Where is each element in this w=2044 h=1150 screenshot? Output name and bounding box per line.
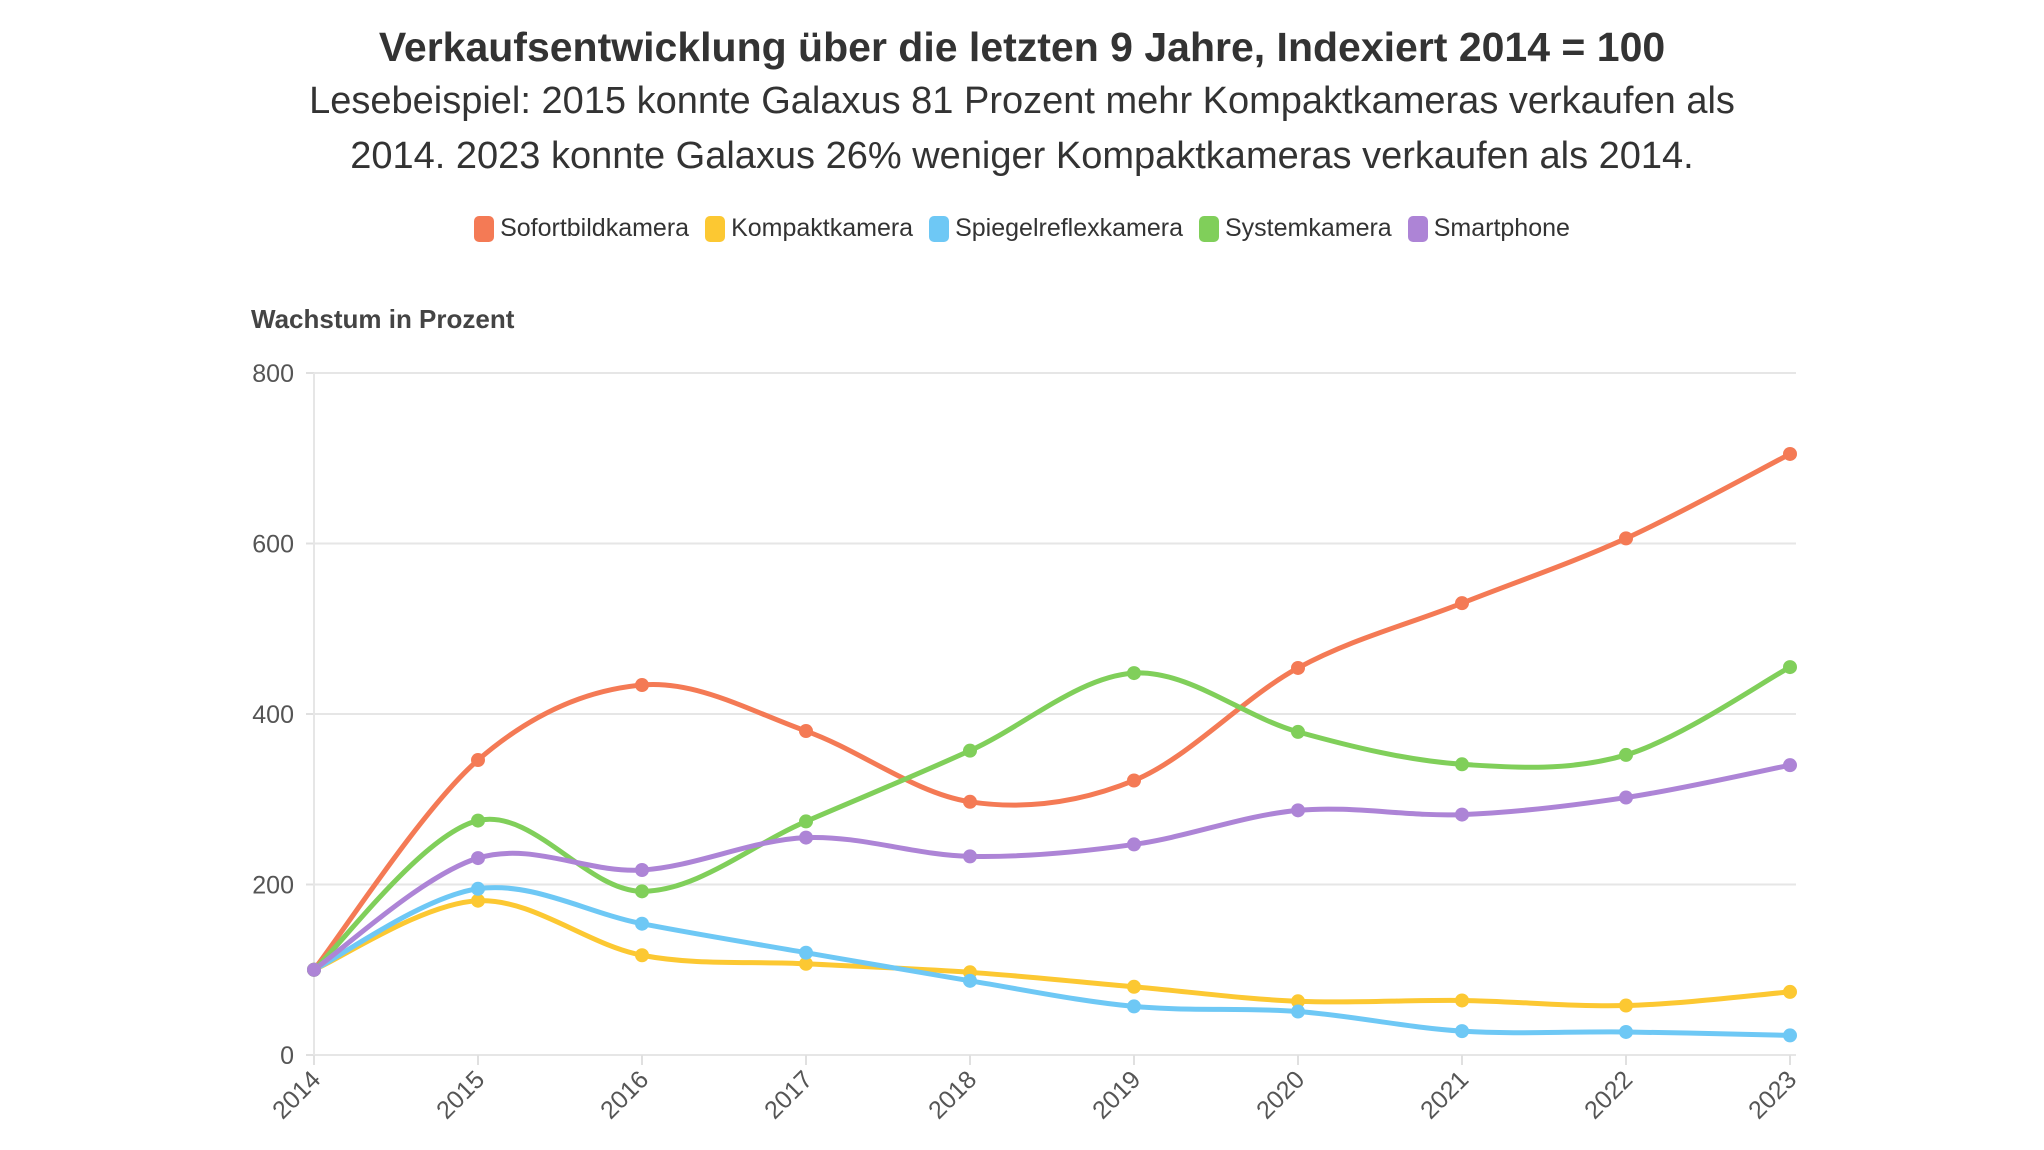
- data-point-spiegelreflexkamera: [1783, 1028, 1797, 1043]
- data-point-spiegelreflexkamera: [471, 881, 485, 896]
- legend-swatch: [705, 215, 726, 242]
- data-point-kompaktkamera: [1127, 979, 1141, 994]
- data-point-systemkamera: [1127, 666, 1141, 681]
- data-point-spiegelreflexkamera: [799, 945, 813, 960]
- data-point-sofortbildkamera: [1127, 773, 1141, 788]
- data-point-kompaktkamera: [1619, 998, 1633, 1013]
- y-tick-label: 0: [280, 1042, 294, 1070]
- data-point-systemkamera: [635, 884, 649, 899]
- y-tick-label: 800: [252, 360, 294, 388]
- x-tick-label: 2021: [1415, 1065, 1474, 1124]
- x-tick-label: 2017: [759, 1065, 818, 1124]
- chart-title: Verkaufsentwicklung über die letzten 9 J…: [378, 24, 1666, 70]
- legend-item-sofortbildkamera[interactable]: Sofortbildkamera: [474, 214, 689, 243]
- legend: Sofortbildkamera Kompaktkamera Spiegelre…: [0, 214, 2044, 243]
- data-point-systemkamera: [1783, 660, 1797, 675]
- legend-item-kompaktkamera[interactable]: Kompaktkamera: [705, 214, 913, 243]
- data-point-smartphone: [799, 830, 813, 845]
- data-point-smartphone: [471, 851, 485, 866]
- legend-item-systemkamera[interactable]: Systemkamera: [1199, 214, 1392, 243]
- data-point-spiegelreflexkamera: [1619, 1024, 1633, 1039]
- data-point-sofortbildkamera: [1291, 660, 1305, 675]
- data-point-sofortbildkamera: [963, 794, 977, 809]
- data-point-smartphone: [1455, 807, 1469, 822]
- data-point-systemkamera: [799, 814, 813, 829]
- data-point-systemkamera: [963, 743, 977, 758]
- data-point-kompaktkamera: [1291, 994, 1305, 1009]
- series-line-smartphone: [311, 762, 1793, 973]
- x-tick-label: 2023: [1743, 1065, 1802, 1124]
- data-point-smartphone: [1783, 758, 1797, 773]
- legend-item-smartphone[interactable]: Smartphone: [1407, 214, 1570, 243]
- legend-swatch: [1199, 215, 1219, 242]
- legend-label: Smartphone: [1433, 214, 1570, 242]
- x-tick-label: 2020: [1251, 1065, 1310, 1124]
- data-point-systemkamera: [471, 813, 485, 828]
- data-point-systemkamera: [1291, 724, 1305, 739]
- data-point-smartphone: [963, 849, 977, 864]
- data-point-systemkamera: [1455, 757, 1469, 772]
- data-point-spiegelreflexkamera: [635, 916, 649, 931]
- data-point-spiegelreflexkamera: [963, 973, 977, 988]
- data-point-kompaktkamera: [1783, 984, 1797, 999]
- data-point-kompaktkamera: [471, 893, 485, 908]
- data-point-sofortbildkamera: [1455, 596, 1469, 611]
- series-line-systemkamera: [311, 664, 1793, 973]
- y-axis-label: Wachstum in Prozent: [251, 304, 515, 334]
- data-point-smartphone: [1127, 837, 1141, 852]
- legend-item-spiegelreflexkamera[interactable]: Spiegelreflexkamera: [929, 214, 1183, 243]
- data-point-sofortbildkamera: [471, 753, 485, 768]
- data-point-smartphone: [307, 962, 321, 977]
- series-line-spiegelreflexkamera: [311, 885, 1793, 1038]
- legend-label: Sofortbildkamera: [500, 214, 690, 242]
- x-tick-label: 2016: [595, 1065, 654, 1124]
- x-tick-label: 2018: [923, 1065, 982, 1124]
- data-point-sofortbildkamera: [1619, 531, 1633, 546]
- legend-swatch: [929, 215, 950, 242]
- x-tick-label: 2014: [267, 1065, 326, 1124]
- data-point-sofortbildkamera: [1783, 446, 1797, 461]
- data-point-spiegelreflexkamera: [1291, 1004, 1305, 1019]
- x-tick-label: 2015: [431, 1065, 490, 1124]
- data-point-kompaktkamera: [635, 948, 649, 963]
- x-tick-label: 2022: [1579, 1065, 1638, 1124]
- data-point-spiegelreflexkamera: [1455, 1024, 1469, 1039]
- data-point-kompaktkamera: [1455, 993, 1469, 1008]
- y-tick-label: 600: [252, 531, 294, 559]
- legend-label: Systemkamera: [1225, 214, 1392, 242]
- data-point-systemkamera: [1619, 747, 1633, 762]
- data-point-sofortbildkamera: [635, 678, 649, 693]
- y-tick-label: 400: [252, 701, 294, 729]
- y-tick-label: 200: [252, 872, 294, 900]
- legend-label: Spiegelreflexkamera: [955, 214, 1183, 242]
- legend-label: Kompaktkamera: [731, 214, 914, 242]
- data-point-smartphone: [1619, 790, 1633, 805]
- chart-subtitle-line-2: 2014. 2023 konnte Galaxus 26% weniger Ko…: [350, 135, 1694, 177]
- legend-swatch: [1407, 215, 1428, 242]
- series-line-kompaktkamera: [311, 898, 1793, 1009]
- data-point-kompaktkamera: [799, 956, 813, 971]
- data-point-smartphone: [635, 863, 649, 878]
- chart-subtitle-line-1: Lesebeispiel: 2015 konnte Galaxus 81 Pro…: [309, 80, 1735, 122]
- x-tick-label: 2019: [1087, 1065, 1146, 1124]
- data-point-smartphone: [1291, 803, 1305, 818]
- data-point-spiegelreflexkamera: [1127, 999, 1141, 1014]
- data-point-sofortbildkamera: [799, 724, 813, 739]
- series-line-sofortbildkamera: [311, 451, 1793, 973]
- legend-swatch: [474, 215, 495, 242]
